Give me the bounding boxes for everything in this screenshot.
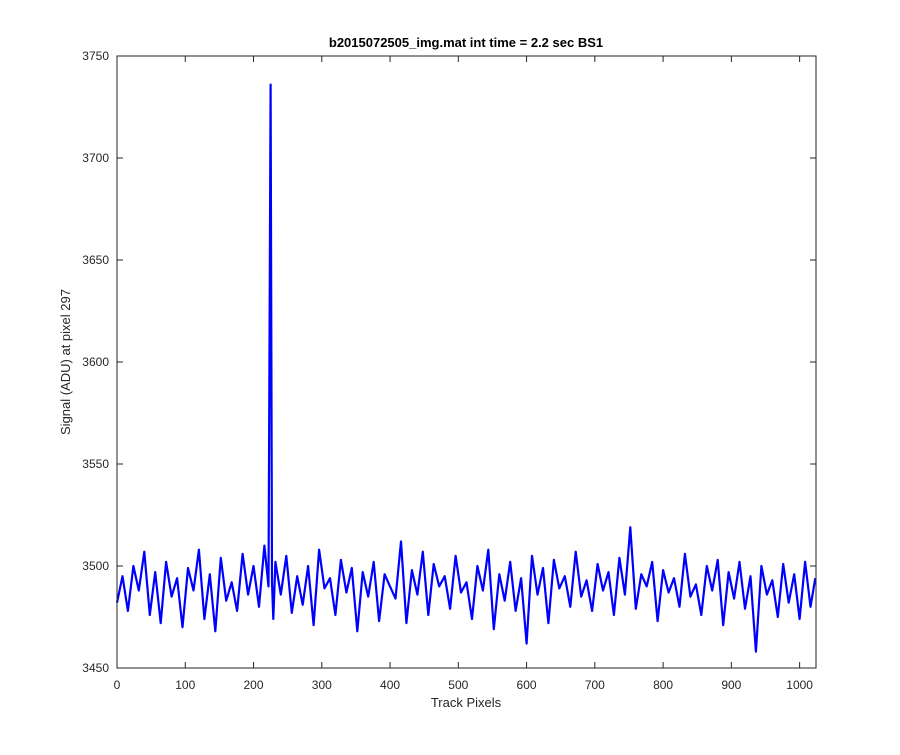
x-axis-label: Track Pixels [431, 695, 502, 710]
chart-title: b2015072505_img.mat int time = 2.2 sec B… [329, 35, 603, 50]
y-tick-label: 3650 [82, 253, 109, 267]
y-tick-label: 3550 [82, 457, 109, 471]
x-tick-label: 400 [380, 678, 400, 692]
x-tick-label: 900 [721, 678, 741, 692]
y-axis-label: Signal (ADU) at pixel 297 [58, 289, 73, 435]
y-tick-label: 3450 [82, 661, 109, 675]
x-tick-label: 800 [653, 678, 673, 692]
x-tick-label: 300 [312, 678, 332, 692]
y-tick-label: 3750 [82, 49, 109, 63]
y-tick-label: 3700 [82, 151, 109, 165]
x-tick-label: 700 [585, 678, 605, 692]
x-tick-label: 1000 [786, 678, 813, 692]
plot-area [117, 56, 816, 668]
y-tick-label: 3500 [82, 559, 109, 573]
y-tick-label: 3600 [82, 355, 109, 369]
x-tick-label: 100 [175, 678, 195, 692]
x-tick-label: 500 [448, 678, 468, 692]
series-line [115, 83, 817, 653]
x-tick-label: 200 [244, 678, 264, 692]
x-tick-label: 0 [114, 678, 121, 692]
x-tick-label: 600 [517, 678, 537, 692]
